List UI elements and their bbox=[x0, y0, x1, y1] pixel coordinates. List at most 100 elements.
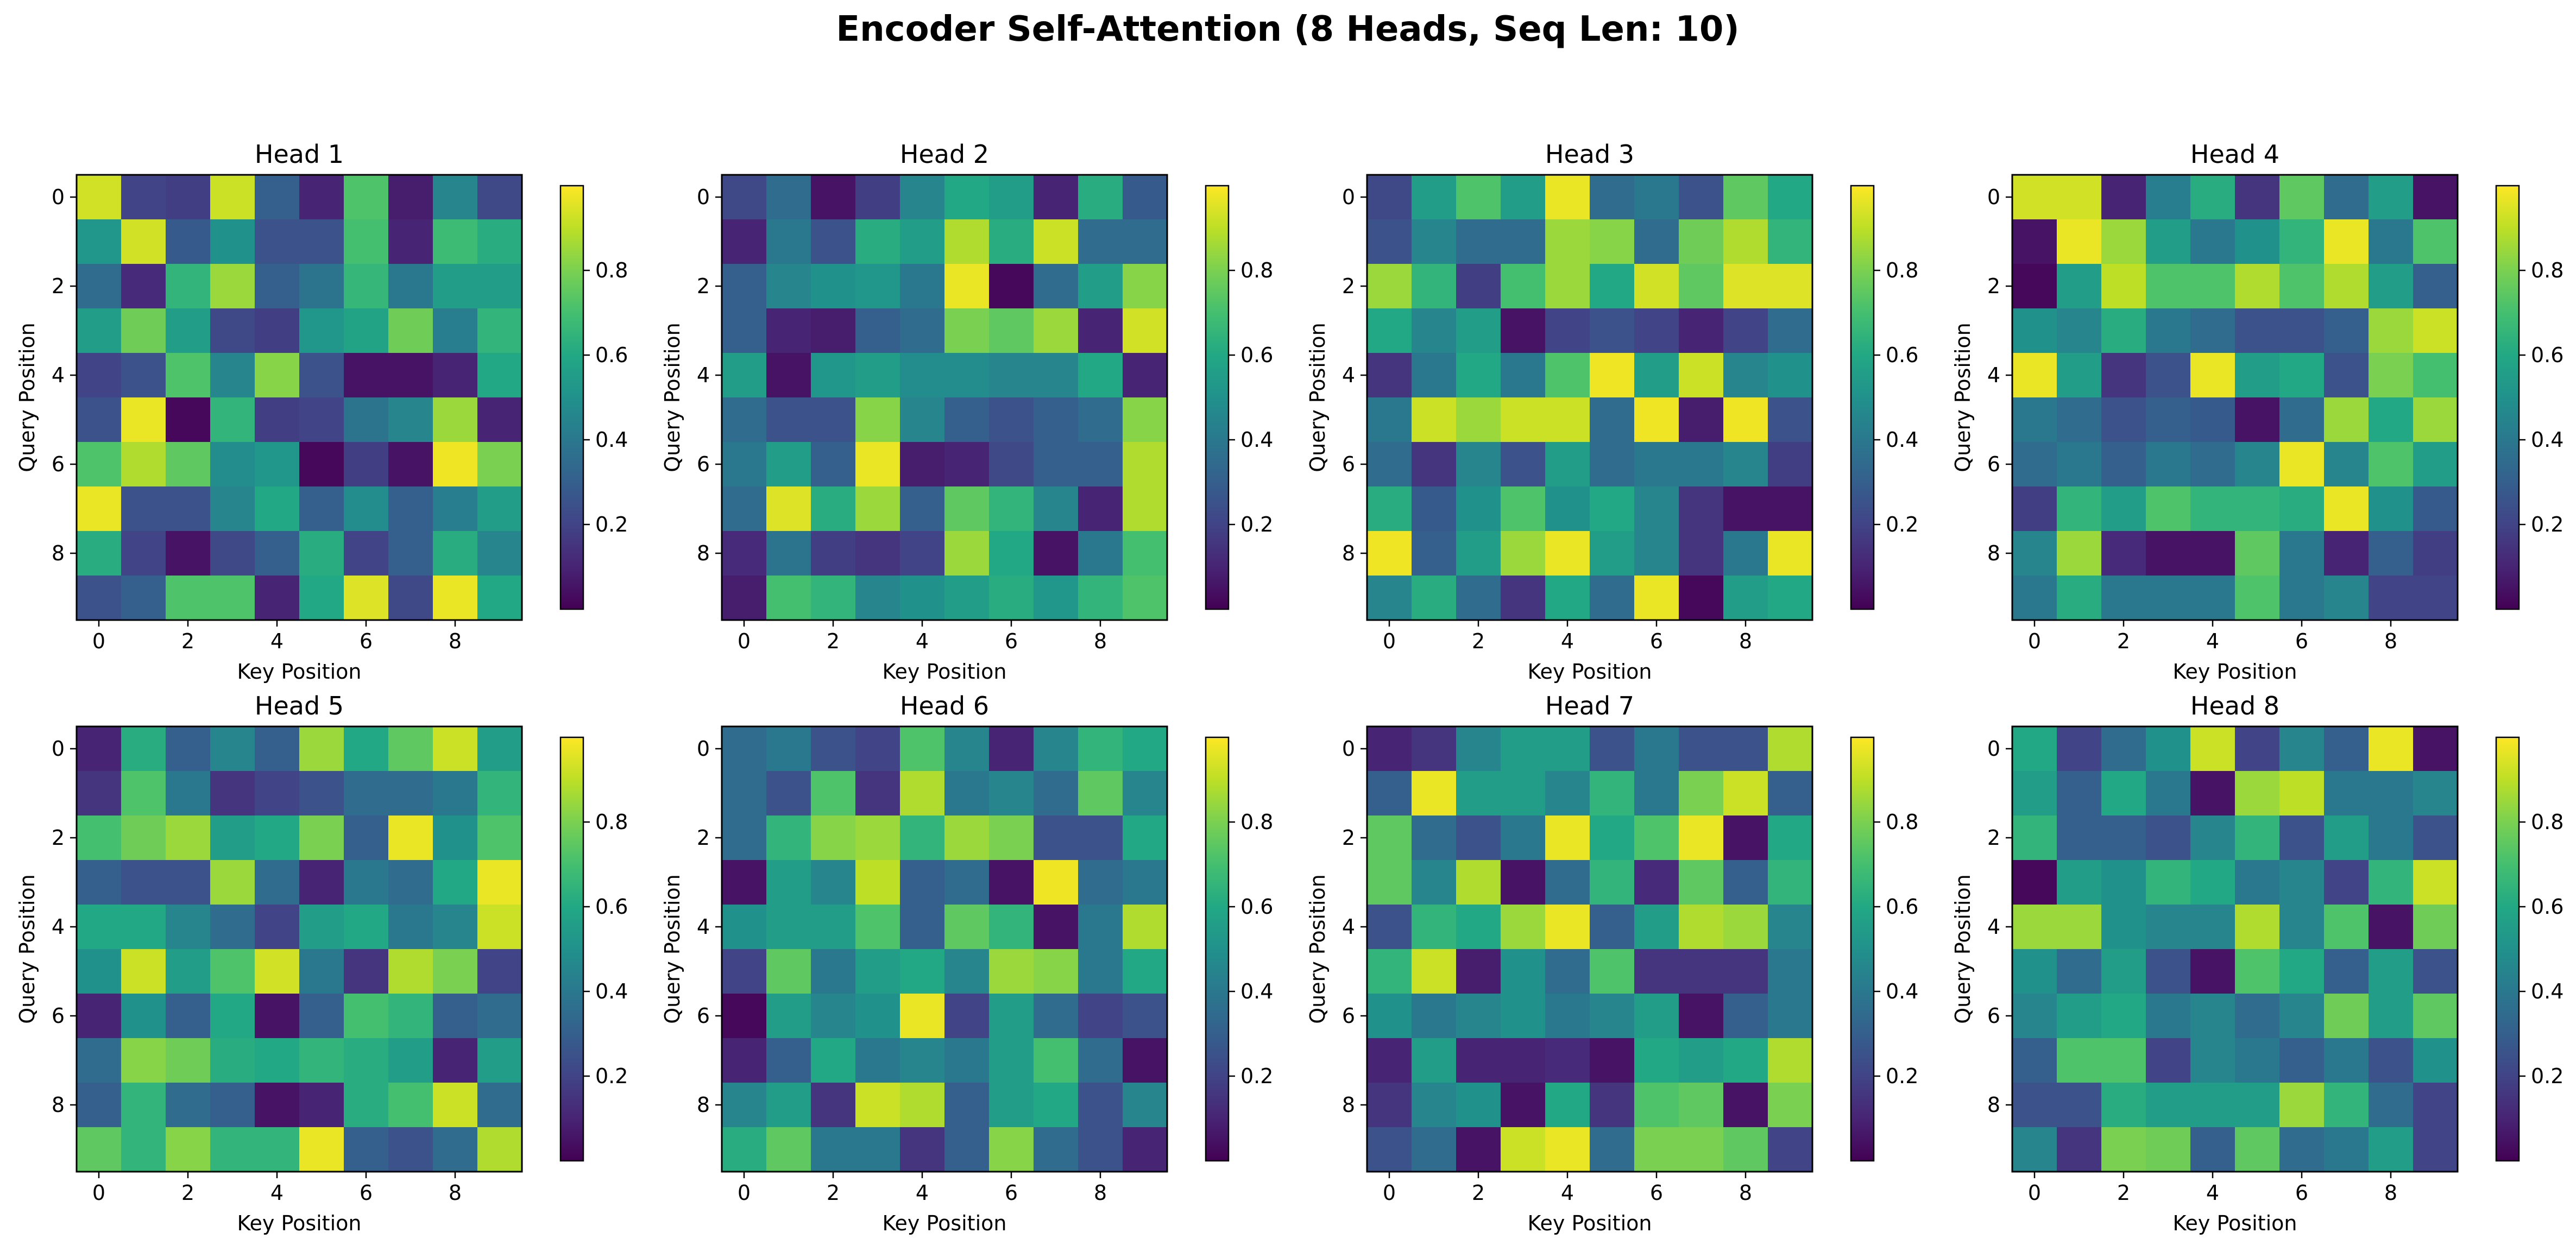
heatmap-cell bbox=[121, 397, 166, 442]
heatmap-cell bbox=[2146, 308, 2191, 353]
heatmap-cell bbox=[77, 486, 122, 532]
heatmap-cell bbox=[1034, 397, 1079, 442]
colorbar bbox=[1850, 185, 1875, 610]
heatmap-cell bbox=[299, 949, 344, 994]
heatmap-cell bbox=[2101, 219, 2146, 264]
heatmap-cell bbox=[2101, 442, 2146, 487]
y-tick-label: 6 bbox=[1342, 452, 1355, 476]
heatmap-cell bbox=[1590, 816, 1635, 861]
x-axis-label: Key Position bbox=[2173, 660, 2297, 684]
heatmap-cell bbox=[477, 860, 522, 905]
heatmap-cell bbox=[1078, 442, 1123, 487]
y-tick-label: 0 bbox=[52, 737, 65, 761]
heatmap-cell bbox=[989, 860, 1034, 905]
heatmap-cell bbox=[1545, 576, 1590, 621]
heatmap-cell bbox=[989, 949, 1034, 994]
heatmap-cell bbox=[2012, 219, 2057, 264]
heatmap-cell bbox=[2146, 994, 2191, 1039]
heatmap-cell bbox=[1456, 905, 1501, 950]
heatmap-cell bbox=[2235, 308, 2280, 353]
heatmap-cell bbox=[388, 726, 433, 772]
heatmap-cell bbox=[1412, 1038, 1457, 1083]
heatmap-cell bbox=[1412, 1127, 1457, 1172]
heatmap-cell bbox=[2235, 1127, 2280, 1172]
heatmap-cell bbox=[1723, 353, 1768, 398]
heatmap-cell bbox=[2190, 576, 2235, 621]
heatmap-cell bbox=[766, 219, 811, 264]
heatmap-cell bbox=[1679, 264, 1724, 309]
heatmap-cell bbox=[1679, 1127, 1724, 1172]
heatmap-cell bbox=[433, 442, 478, 487]
heatmap-cell bbox=[433, 308, 478, 353]
heatmap-cell bbox=[989, 576, 1034, 621]
heatmap-cell bbox=[1034, 442, 1079, 487]
heatmap-cell bbox=[2235, 949, 2280, 994]
heatmap-cell bbox=[210, 860, 255, 905]
x-tick-label: 8 bbox=[1094, 1181, 1107, 1205]
heatmap-cell bbox=[1768, 219, 1813, 264]
heatmap-cell bbox=[121, 1038, 166, 1083]
heatmap-cell bbox=[2101, 816, 2146, 861]
heatmap-cell bbox=[477, 175, 522, 220]
x-tick-label: 8 bbox=[449, 629, 462, 653]
heatmap-cell bbox=[388, 397, 433, 442]
heatmap-cell bbox=[2012, 949, 2057, 994]
heatmap-cell bbox=[1768, 308, 1813, 353]
heatmap-cell bbox=[2324, 905, 2369, 950]
heatmap-cell bbox=[855, 726, 900, 772]
heatmap-cell bbox=[388, 949, 433, 994]
heatmap-cell bbox=[2235, 726, 2280, 772]
heatmap-cell bbox=[166, 860, 211, 905]
heatmap-cell bbox=[1456, 531, 1501, 576]
heatmap-cell bbox=[2101, 308, 2146, 353]
heatmap-cell bbox=[2101, 905, 2146, 950]
heatmap-cell bbox=[2146, 860, 2191, 905]
heatmap-cell bbox=[344, 771, 389, 816]
heatmap-panel-5: Head 5 0 2 4 6 8 0 2 4 6 8 Key Position Query Positi… bbox=[15, 691, 628, 1235]
heatmap-cell bbox=[1545, 726, 1590, 772]
x-tick-label: 0 bbox=[1383, 1181, 1396, 1205]
heatmap-cell bbox=[1723, 771, 1768, 816]
heatmap-cell bbox=[766, 726, 811, 772]
y-tick-label: 4 bbox=[52, 915, 65, 939]
x-tick-label: 4 bbox=[2206, 1181, 2219, 1205]
heatmap-cell bbox=[900, 1127, 945, 1172]
heatmap-cell bbox=[1034, 860, 1079, 905]
heatmap-cell bbox=[2057, 353, 2102, 398]
heatmap-cell bbox=[944, 1038, 990, 1083]
x-tick-label: 8 bbox=[2384, 1181, 2397, 1205]
heatmap-cell bbox=[1590, 1083, 1635, 1128]
heatmap-cell bbox=[1412, 264, 1457, 309]
heatmap-cell bbox=[1501, 771, 1546, 816]
heatmap-cell bbox=[1634, 308, 1679, 353]
heatmap-cell bbox=[2057, 726, 2102, 772]
y-tick-label: 4 bbox=[1987, 363, 2000, 387]
heatmap-cell bbox=[77, 264, 122, 309]
heatmap-cell bbox=[210, 264, 255, 309]
heatmap-cell bbox=[1456, 994, 1501, 1039]
heatmap-cell bbox=[255, 175, 300, 220]
heatmap-cell bbox=[1545, 771, 1590, 816]
colorbar bbox=[1205, 185, 1230, 610]
heatmap-cell bbox=[2057, 175, 2102, 220]
heatmap-cell bbox=[811, 353, 856, 398]
heatmap-cell bbox=[1590, 175, 1635, 220]
x-tick-label: 4 bbox=[270, 1181, 284, 1205]
heatmap-cell bbox=[2279, 771, 2325, 816]
heatmap-cell bbox=[388, 1127, 433, 1172]
heatmap-cell bbox=[1123, 353, 1168, 398]
colorbar-tick-label: 0.6 bbox=[2531, 895, 2564, 919]
heatmap-cell bbox=[2190, 949, 2235, 994]
heatmap-cell bbox=[2235, 219, 2280, 264]
heatmap-cell bbox=[2324, 1038, 2369, 1083]
heatmap-cell bbox=[989, 219, 1034, 264]
panel-title: Head 6 bbox=[900, 691, 989, 720]
heatmap-cell bbox=[1723, 905, 1768, 950]
heatmap-cell bbox=[2279, 442, 2325, 487]
heatmap-cell bbox=[1367, 905, 1412, 950]
heatmap-cell bbox=[255, 994, 300, 1039]
heatmap-cell bbox=[2324, 816, 2369, 861]
heatmap-cell bbox=[299, 771, 344, 816]
heatmap-cell bbox=[1545, 531, 1590, 576]
heatmap-cell bbox=[1412, 1083, 1457, 1128]
